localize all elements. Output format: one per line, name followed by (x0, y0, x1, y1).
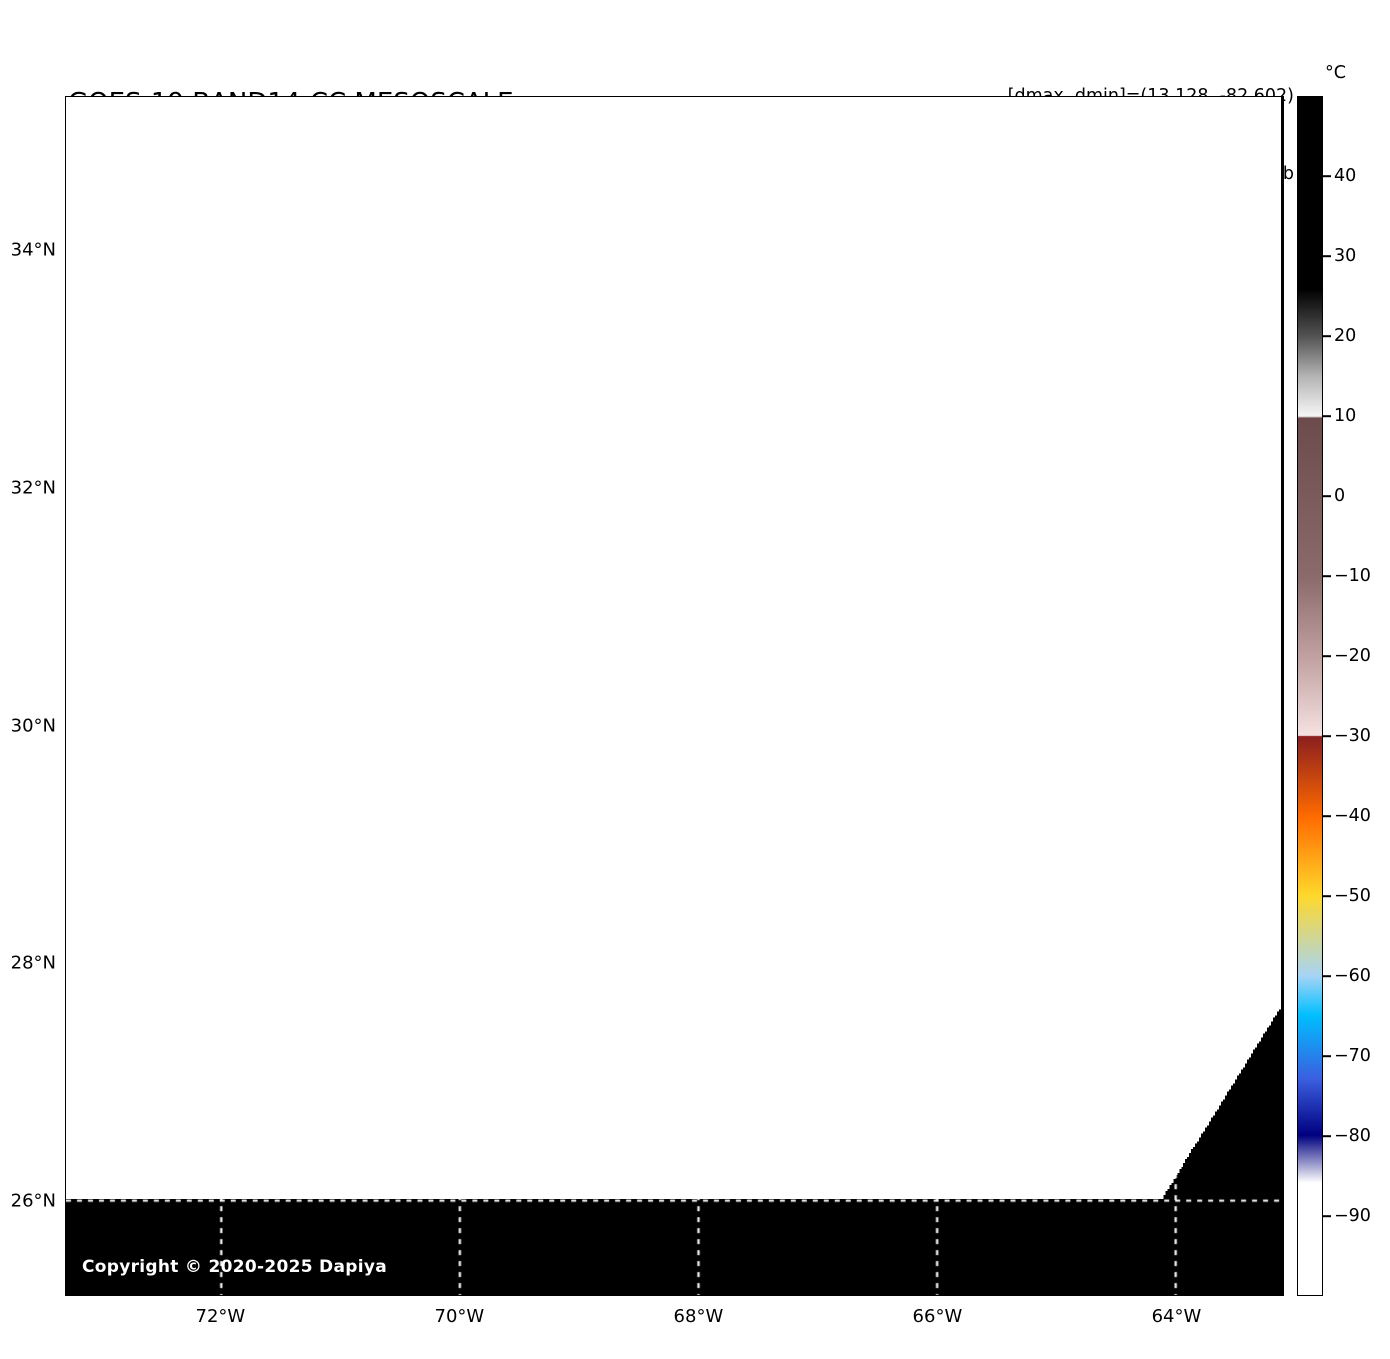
colorbar-tick-label: 30 (1334, 246, 1357, 266)
latitude-tick-label: 30°N (10, 715, 56, 737)
colorbar-tick-label: −10 (1334, 566, 1371, 586)
colorbar-tick-mark (1323, 175, 1331, 177)
colorbar-tick-label: 20 (1334, 326, 1357, 346)
latitude-tick-label: 34°N (10, 239, 56, 261)
colorbar-tick-label: −40 (1334, 806, 1371, 826)
colorbar-tick-mark (1323, 1135, 1331, 1137)
longitude-tick-label: 64°W (1151, 1306, 1202, 1327)
colorbar-tick-label: 10 (1334, 406, 1357, 426)
colorbar-tick-label: −80 (1334, 1126, 1371, 1146)
colorbar-tick-label: −50 (1334, 886, 1371, 906)
colorbar-tick-mark (1323, 735, 1331, 737)
colorbar-tick-label: −70 (1334, 1046, 1371, 1066)
colorbar-tick-mark (1323, 495, 1331, 497)
colorbar-tick-mark (1323, 335, 1331, 337)
colorbar-unit-label: °C (1325, 63, 1346, 83)
satellite-imagery-canvas (66, 97, 1283, 1295)
colorbar-tick-label: 0 (1334, 486, 1346, 506)
colorbar-tick-mark (1323, 255, 1331, 257)
colorbar-tick-mark (1323, 1055, 1331, 1057)
colorbar-tick-mark (1323, 655, 1331, 657)
colorbar-tick-mark (1323, 415, 1331, 417)
colorbar-tick-mark (1323, 895, 1331, 897)
colorbar-tick-mark (1323, 975, 1331, 977)
latitude-tick-label: 26°N (10, 1190, 56, 1212)
longitude-tick-label: 70°W (434, 1306, 485, 1327)
latitude-tick-label: 28°N (10, 952, 56, 974)
colorbar-tick-label: −60 (1334, 966, 1371, 986)
colorbar-tick-label: −20 (1334, 646, 1371, 666)
colorbar-tick-label: −30 (1334, 726, 1371, 746)
colorbar (1297, 96, 1323, 1296)
longitude-tick-label: 68°W (673, 1306, 724, 1327)
colorbar-gradient (1298, 97, 1322, 1295)
longitude-tick-label: 72°W (195, 1306, 246, 1327)
copyright-notice: Copyright © 2020-2025 Dapiya (82, 1257, 387, 1277)
colorbar-tick-mark (1323, 1215, 1331, 1217)
latitude-tick-label: 32°N (10, 477, 56, 499)
longitude-tick-label: 66°W (912, 1306, 963, 1327)
satellite-plot-area: Copyright © 2020-2025 Dapiya (65, 96, 1284, 1296)
colorbar-tick-mark (1323, 575, 1331, 577)
colorbar-tick-label: 40 (1334, 166, 1357, 186)
colorbar-tick-label: −90 (1334, 1206, 1371, 1226)
colorbar-tick-mark (1323, 815, 1331, 817)
